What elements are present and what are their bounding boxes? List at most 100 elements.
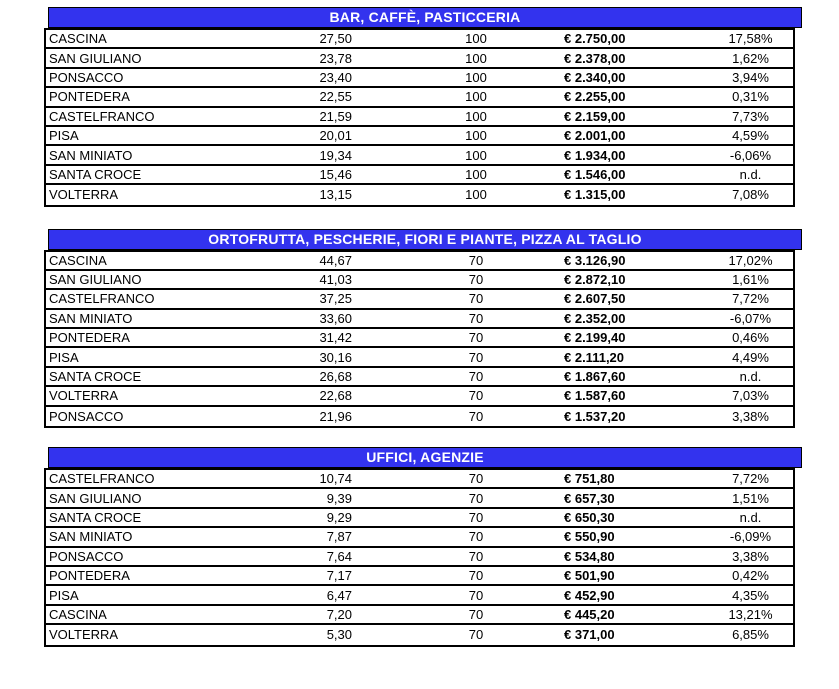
value-cell: 33,60 bbox=[319, 310, 352, 326]
value-cell: 19,34 bbox=[319, 147, 352, 163]
category-table-title: ORTOFRUTTA, PESCHERIE, FIORI E PIANTE, P… bbox=[48, 228, 802, 250]
amount-cell: € 650,30 bbox=[564, 510, 615, 525]
city-cell: PONSACCO bbox=[49, 408, 124, 424]
amount-cell: € 2.159,00 bbox=[564, 108, 626, 124]
table-row: SAN MINIATO 33,60 70 € 2.352,00 -6,07% bbox=[46, 310, 793, 330]
base-cell: 70 bbox=[468, 349, 484, 365]
city-cell: VOLTERRA bbox=[49, 388, 119, 404]
category-rent-report: BAR, CAFFÈ, PASTICCERIA CASCINA 27,50 10… bbox=[44, 7, 802, 647]
table-row: PONSACCO 21,96 70 € 1.537,20 3,38% bbox=[46, 407, 793, 426]
city-cell: VOLTERRA bbox=[49, 627, 119, 643]
city-cell: PISA bbox=[49, 349, 79, 365]
change-cell: 4,49% bbox=[732, 349, 769, 365]
value-cell: 23,78 bbox=[319, 50, 352, 66]
amount-cell: € 1.546,00 bbox=[564, 166, 626, 182]
city-cell: PONSACCO bbox=[49, 548, 124, 564]
change-cell: 6,85% bbox=[732, 627, 769, 643]
base-cell: 70 bbox=[468, 627, 484, 643]
value-cell: 9,29 bbox=[326, 510, 352, 525]
base-cell: 70 bbox=[468, 510, 484, 525]
city-cell: PONSACCO bbox=[49, 69, 124, 85]
amount-cell: € 657,30 bbox=[564, 490, 615, 506]
table-row: SANTA CROCE 9,29 70 € 650,30 n.d. bbox=[46, 509, 793, 529]
value-cell: 5,30 bbox=[326, 627, 352, 643]
base-cell: 100 bbox=[465, 128, 487, 144]
base-cell: 70 bbox=[468, 272, 484, 288]
table-row: CASCINA 7,20 70 € 445,20 13,21% bbox=[46, 606, 793, 626]
value-cell: 6,47 bbox=[326, 587, 352, 603]
change-cell: 13,21% bbox=[728, 606, 773, 622]
base-cell: 70 bbox=[468, 291, 484, 307]
value-cell: 44,67 bbox=[319, 252, 352, 268]
change-cell: 1,51% bbox=[732, 490, 769, 506]
value-cell: 7,20 bbox=[326, 606, 352, 622]
city-cell: SAN MINIATO bbox=[49, 147, 133, 163]
change-cell: n.d. bbox=[739, 510, 762, 525]
base-cell: 70 bbox=[468, 388, 484, 404]
change-cell: 7,08% bbox=[732, 187, 769, 203]
city-cell: CASCINA bbox=[49, 606, 107, 622]
base-cell: 100 bbox=[465, 31, 487, 47]
amount-cell: € 2.750,00 bbox=[564, 31, 626, 47]
base-cell: 100 bbox=[465, 108, 487, 124]
table-row: CASCINA 44,67 70 € 3.126,90 17,02% bbox=[46, 252, 793, 271]
amount-cell: € 2.352,00 bbox=[564, 310, 626, 326]
change-cell: 7,72% bbox=[732, 471, 769, 487]
table-row: SAN GIULIANO 9,39 70 € 657,30 1,51% bbox=[46, 489, 793, 509]
category-table: BAR, CAFFÈ, PASTICCERIA CASCINA 27,50 10… bbox=[44, 7, 802, 207]
change-cell: 7,73% bbox=[732, 108, 769, 124]
city-cell: PISA bbox=[49, 587, 79, 603]
base-cell: 70 bbox=[468, 369, 484, 385]
base-cell: 70 bbox=[468, 490, 484, 506]
table-row: PONTEDERA 22,55 100 € 2.255,00 0,31% bbox=[46, 88, 793, 108]
change-cell: 3,38% bbox=[732, 548, 769, 564]
table-row: PONTEDERA 7,17 70 € 501,90 0,42% bbox=[46, 567, 793, 587]
table-row: PISA 20,01 100 € 2.001,00 4,59% bbox=[46, 127, 793, 147]
change-cell: -6,07% bbox=[729, 310, 772, 326]
amount-cell: € 751,80 bbox=[564, 471, 615, 487]
category-table-body: CASCINA 44,67 70 € 3.126,90 17,02% SAN G… bbox=[44, 249, 795, 429]
category-table-body: CASCINA 27,50 100 € 2.750,00 17,58% SAN … bbox=[44, 28, 795, 207]
base-cell: 100 bbox=[465, 50, 487, 66]
table-row: PISA 6,47 70 € 452,90 4,35% bbox=[46, 586, 793, 606]
table-row: VOLTERRA 5,30 70 € 371,00 6,85% bbox=[46, 625, 793, 644]
amount-cell: € 2.199,40 bbox=[564, 330, 626, 346]
city-cell: SANTA CROCE bbox=[49, 510, 142, 525]
change-cell: 17,02% bbox=[728, 252, 773, 268]
change-cell: -6,09% bbox=[729, 529, 772, 545]
value-cell: 31,42 bbox=[319, 330, 352, 346]
base-cell: 70 bbox=[468, 568, 484, 584]
table-row: SANTA CROCE 15,46 100 € 1.546,00 n.d. bbox=[46, 166, 793, 186]
value-cell: 10,74 bbox=[319, 471, 352, 487]
city-cell: CASTELFRANCO bbox=[49, 108, 155, 124]
value-cell: 7,64 bbox=[326, 548, 352, 564]
change-cell: 3,94% bbox=[732, 69, 769, 85]
table-row: SANTA CROCE 26,68 70 € 1.867,60 n.d. bbox=[46, 368, 793, 388]
base-cell: 70 bbox=[468, 408, 484, 424]
base-cell: 100 bbox=[465, 166, 487, 182]
base-cell: 100 bbox=[465, 187, 487, 203]
amount-cell: € 2.111,20 bbox=[564, 349, 625, 365]
value-cell: 41,03 bbox=[319, 272, 352, 288]
value-cell: 20,01 bbox=[319, 128, 352, 144]
amount-cell: € 452,90 bbox=[564, 587, 615, 603]
base-cell: 70 bbox=[468, 529, 484, 545]
amount-cell: € 2.001,00 bbox=[564, 128, 626, 144]
change-cell: 1,61% bbox=[732, 272, 769, 288]
amount-cell: € 1.537,20 bbox=[564, 408, 626, 424]
change-cell: 4,59% bbox=[732, 128, 769, 144]
change-cell: 0,42% bbox=[732, 568, 769, 584]
base-cell: 100 bbox=[465, 89, 487, 105]
table-row: VOLTERRA 22,68 70 € 1.587,60 7,03% bbox=[46, 387, 793, 407]
value-cell: 26,68 bbox=[319, 369, 352, 385]
value-cell: 22,68 bbox=[319, 388, 352, 404]
amount-cell: € 1.315,00 bbox=[564, 187, 626, 203]
city-cell: SAN MINIATO bbox=[49, 529, 133, 545]
table-row: VOLTERRA 13,15 100 € 1.315,00 7,08% bbox=[46, 185, 793, 204]
category-table-title: BAR, CAFFÈ, PASTICCERIA bbox=[48, 7, 802, 28]
value-cell: 15,46 bbox=[319, 166, 352, 182]
table-row: SAN MINIATO 7,87 70 € 550,90 -6,09% bbox=[46, 528, 793, 548]
amount-cell: € 3.126,90 bbox=[564, 252, 626, 268]
value-cell: 22,55 bbox=[319, 89, 352, 105]
